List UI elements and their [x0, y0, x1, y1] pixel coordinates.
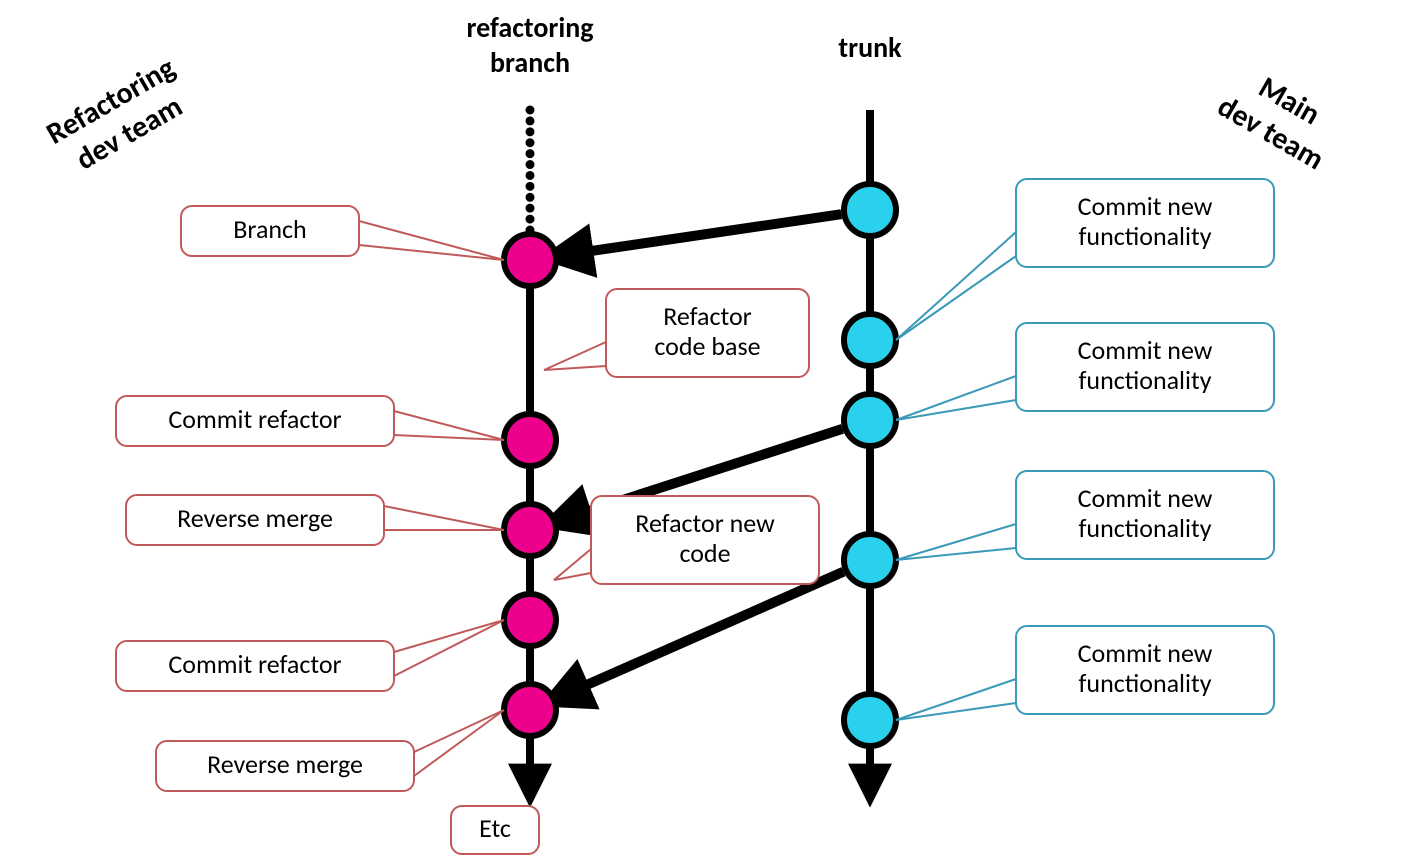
refactor-node-1 — [504, 414, 556, 466]
header-refactoring-branch: refactoring branch — [430, 10, 630, 80]
trunk-node-3 — [844, 534, 896, 586]
refactor-dotted-segment — [526, 138, 535, 147]
diagram-stage: { "layout": { "width": 1401, "height": 8… — [0, 0, 1401, 862]
left-callout-ptr-4-edge-b — [414, 710, 504, 776]
trunk-node-1 — [844, 314, 896, 366]
refactor-dotted-segment — [526, 160, 535, 169]
refactor-dotted-segment — [526, 106, 535, 115]
refactor-dotted-segment — [526, 193, 535, 202]
left-callout-box-0: Branch — [180, 205, 360, 257]
refactor-node-2 — [504, 504, 556, 556]
center-callout-box-0: Refactor code base — [605, 288, 810, 378]
left-callout-box-2: Reverse merge — [125, 494, 385, 546]
refactor-dotted-segment — [526, 182, 535, 191]
left-callout-box-1: Commit refactor — [115, 395, 395, 447]
right-callout-ptr-0-edge-a — [896, 256, 1016, 340]
refactor-node-0 — [504, 234, 556, 286]
trunk-node-0 — [844, 184, 896, 236]
left-callout-box-3: Commit refactor — [115, 640, 395, 692]
trunk-node-2 — [844, 394, 896, 446]
center-callout-box-1: Refactor new code — [590, 495, 820, 585]
right-callout-ptr-0-edge-b — [896, 232, 1016, 340]
header-trunk: trunk — [810, 30, 930, 65]
trunk-node-4 — [844, 694, 896, 746]
right-callout-box-2: Commit new functionality — [1015, 470, 1275, 560]
right-callout-box-1: Commit new functionality — [1015, 322, 1275, 412]
refactor-node-3 — [504, 594, 556, 646]
right-callout-box-0: Commit new functionality — [1015, 178, 1275, 268]
refactor-dotted-segment — [526, 171, 535, 180]
cross-edge-2 — [558, 572, 843, 698]
refactor-dotted-segment — [526, 116, 535, 125]
left-callout-box-4: Reverse merge — [155, 740, 415, 792]
right-callout-box-3: Commit new functionality — [1015, 625, 1275, 715]
refactor-dotted-segment — [526, 149, 535, 158]
etc-box: Etc — [450, 805, 540, 855]
left-callout-ptr-4-edge-a — [414, 710, 504, 752]
refactor-node-4 — [504, 684, 556, 736]
refactor-dotted-segment — [526, 215, 535, 224]
cross-edge-0 — [561, 214, 842, 255]
refactor-dotted-segment — [526, 204, 535, 213]
refactor-dotted-segment — [526, 127, 535, 136]
